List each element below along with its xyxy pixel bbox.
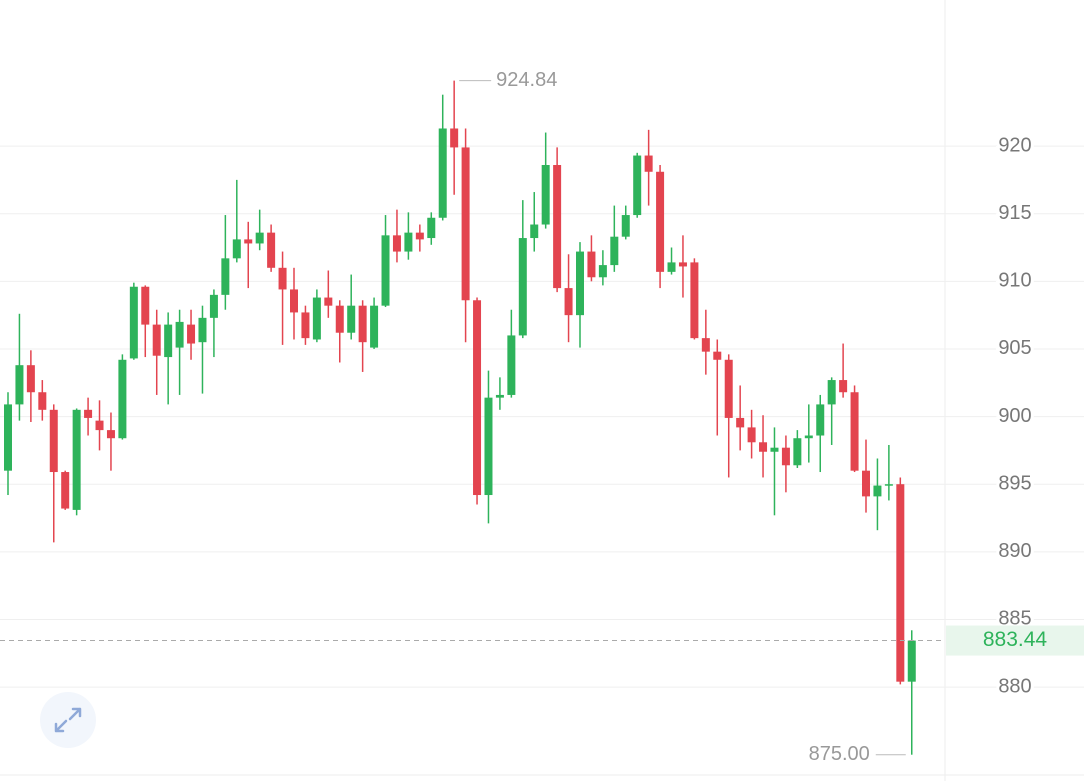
- candle-body: [507, 335, 516, 395]
- candle-body: [290, 289, 298, 313]
- candle-body: [4, 404, 12, 471]
- candle-body: [370, 305, 379, 348]
- candle-body: [404, 232, 413, 252]
- candle-body: [587, 251, 596, 278]
- candle-body: [656, 171, 665, 272]
- candle-body: [175, 321, 184, 348]
- candle-body: [644, 155, 653, 172]
- candle-body: [724, 359, 733, 418]
- candle-body: [701, 338, 710, 352]
- high-label: 924.84: [496, 69, 557, 91]
- candle-body: [415, 232, 424, 240]
- candle-body: [26, 365, 35, 393]
- candle-body: [324, 297, 333, 306]
- candle-body: [358, 305, 367, 343]
- candle-body: [450, 128, 459, 148]
- candle-body: [873, 485, 882, 497]
- candle-body: [244, 239, 253, 244]
- candle-body: [690, 262, 699, 339]
- candle-body: [598, 265, 607, 278]
- candle-body: [736, 417, 745, 428]
- candle-body: [518, 238, 527, 336]
- candle-body: [129, 286, 138, 359]
- candle-body: [621, 215, 630, 237]
- candle-body: [850, 392, 859, 471]
- candle-body: [884, 484, 893, 486]
- candle-body: [713, 351, 722, 360]
- candle-body: [770, 447, 779, 452]
- candle-body: [118, 359, 127, 439]
- y-tick-label: 890: [998, 540, 1031, 562]
- y-tick-label: 880: [998, 675, 1031, 697]
- candle-body: [255, 232, 264, 244]
- candle-body: [164, 324, 173, 358]
- candle-body: [541, 165, 550, 225]
- candle-body: [461, 147, 470, 301]
- candle-body: [392, 235, 401, 252]
- candle-body: [816, 404, 825, 436]
- expand-icon[interactable]: [54, 707, 82, 733]
- candle-body: [804, 435, 813, 439]
- candle-body: [15, 365, 24, 405]
- candle-body: [896, 484, 905, 682]
- candle-body: [106, 430, 115, 439]
- candle-body: [187, 324, 196, 344]
- candle-body: [907, 640, 916, 682]
- candle-body: [793, 438, 802, 466]
- candle-body: [473, 300, 482, 496]
- y-tick-label: 900: [998, 405, 1031, 427]
- candle-body: [301, 312, 310, 339]
- y-tick-label: 895: [998, 472, 1031, 494]
- last-price-badge: [946, 625, 1084, 656]
- candle-body: [49, 409, 58, 473]
- candle-body: [759, 442, 768, 452]
- candle-body: [61, 472, 70, 509]
- candle-body: [152, 324, 161, 356]
- last-price-label: 883.44: [983, 628, 1048, 651]
- candle-body: [312, 297, 321, 340]
- candle-body: [38, 392, 47, 410]
- candle-body: [564, 288, 573, 316]
- candle-body: [84, 409, 93, 418]
- candle-body: [495, 394, 504, 398]
- candle-body: [381, 235, 390, 306]
- candle-body: [347, 305, 356, 333]
- candle-body: [633, 155, 642, 216]
- candle-body: [335, 305, 344, 333]
- y-tick-label: 910: [998, 270, 1031, 292]
- candle-body: [438, 128, 447, 218]
- candle-body: [278, 267, 287, 290]
- candle-body: [839, 380, 848, 393]
- y-tick-label: 920: [998, 134, 1031, 156]
- candle-body: [232, 239, 241, 259]
- candle-body: [530, 224, 539, 239]
- candle-body: [72, 409, 81, 510]
- candle-body: [141, 286, 150, 325]
- candle-body: [781, 447, 790, 466]
- candle-body: [95, 420, 104, 431]
- candle-body: [827, 380, 836, 405]
- candle-body: [862, 470, 870, 497]
- candle-body: [747, 427, 756, 443]
- candle-body: [667, 262, 676, 272]
- candle-body: [427, 217, 436, 239]
- candle-body: [209, 294, 218, 318]
- candle-body: [553, 165, 562, 289]
- candle-body: [221, 258, 230, 295]
- candle-body: [610, 236, 619, 266]
- candle-body: [576, 251, 584, 316]
- low-label: 875.00: [809, 743, 870, 765]
- candle-body: [198, 317, 207, 343]
- candle-body: [267, 232, 276, 268]
- y-tick-label: 905: [998, 337, 1031, 359]
- expand-bg[interactable]: [40, 692, 96, 748]
- expand-button[interactable]: [40, 692, 96, 748]
- y-tick-label: 915: [998, 202, 1031, 224]
- candle-body: [678, 262, 687, 267]
- candle-body: [484, 397, 493, 496]
